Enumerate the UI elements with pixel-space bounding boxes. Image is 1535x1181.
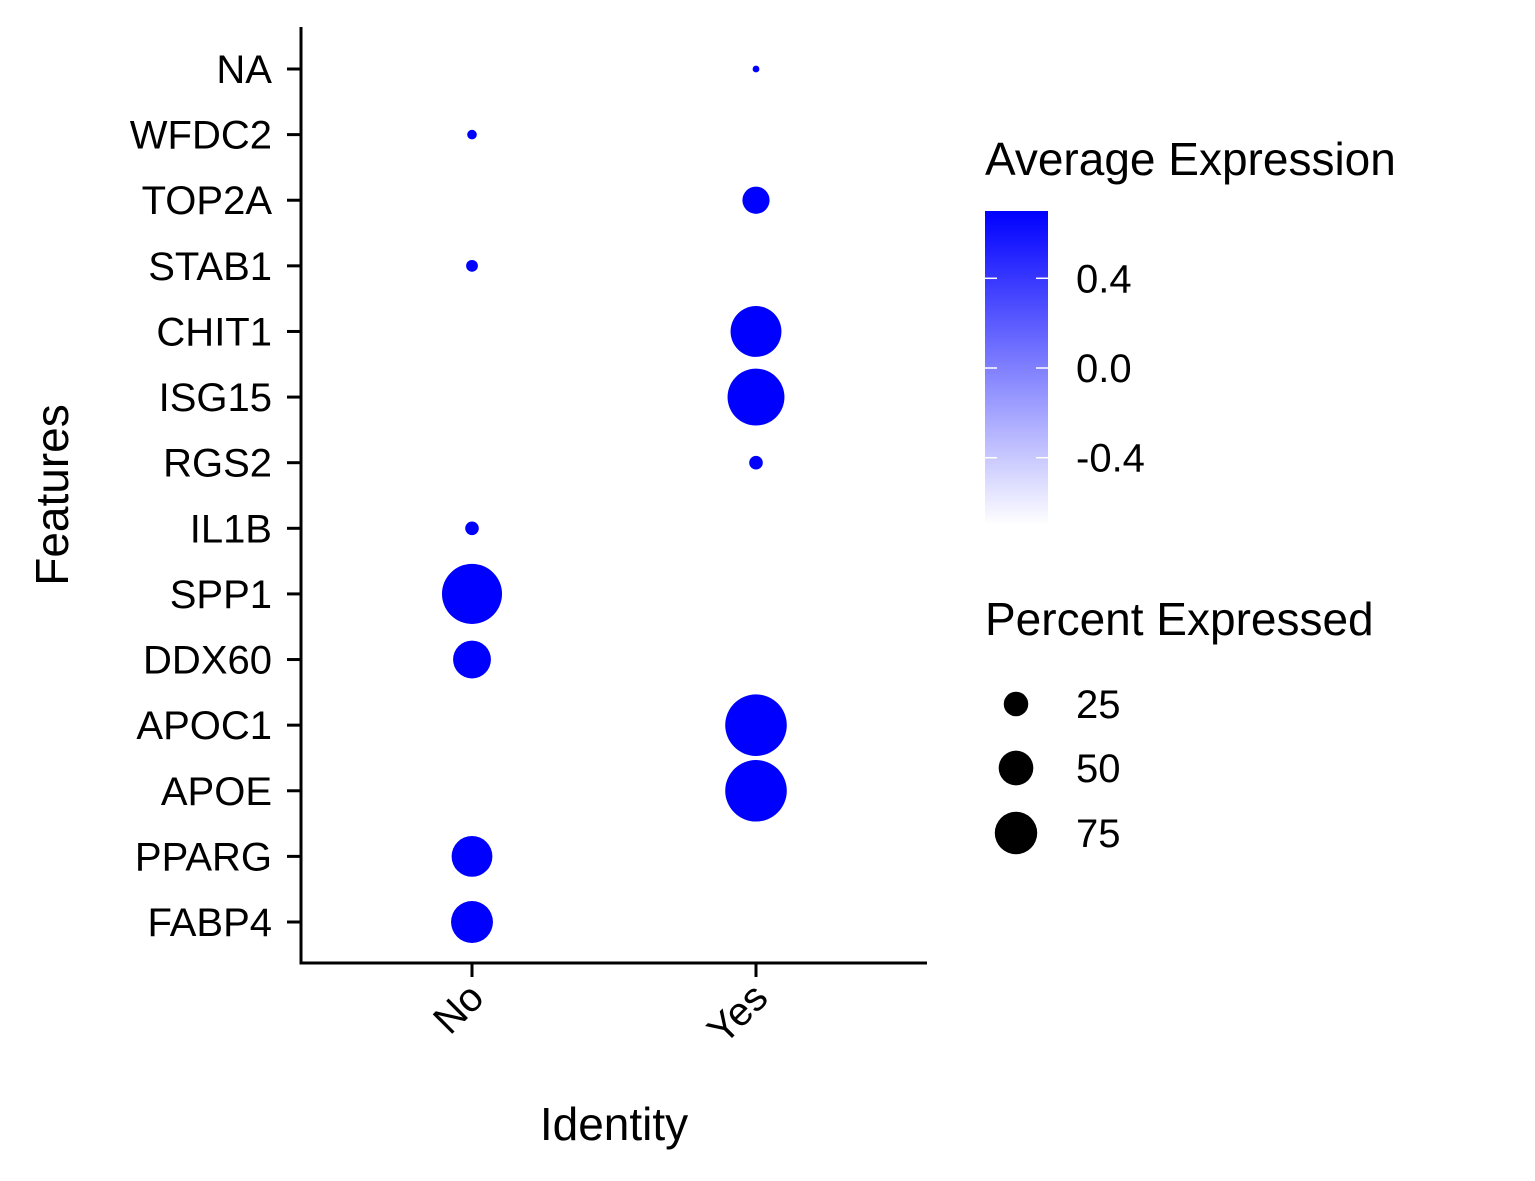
size-legend-dot — [1003, 691, 1029, 717]
y-tick-label: IL1B — [190, 507, 272, 551]
y-tick-label: PPARG — [135, 835, 272, 879]
y-tick-label: TOP2A — [142, 179, 273, 223]
color-legend: Average Expression 0.4 0.0 -0.4 — [985, 133, 1396, 525]
size-legend-label: 75 — [1076, 812, 1121, 856]
size-legend-label: 25 — [1076, 683, 1121, 727]
dot-no-fabp4 — [451, 901, 493, 943]
y-tick-label: CHIT1 — [156, 310, 272, 354]
dot-yes-top2a — [742, 186, 770, 214]
y-tick-label: APOC1 — [136, 704, 272, 748]
dot-no-stab1 — [466, 259, 478, 272]
dot-yes-isg15 — [727, 368, 785, 426]
plot-marks — [441, 65, 787, 943]
y-axis-title: Features — [26, 404, 78, 586]
dot-no-spp1 — [441, 563, 503, 624]
dot-no-wfdc2 — [467, 129, 477, 140]
size-legend: Percent Expressed 25 50 75 — [985, 593, 1374, 856]
dot-yes-apoc1 — [725, 694, 787, 756]
y-tick-label: RGS2 — [163, 442, 272, 486]
size-legend-title: Percent Expressed — [985, 593, 1374, 645]
size-legend-dot — [994, 811, 1038, 855]
y-tick-label: ISG15 — [159, 376, 272, 420]
dot-no-ddx60 — [453, 640, 491, 679]
color-legend-title: Average Expression — [985, 133, 1396, 185]
y-tick-label: DDX60 — [143, 639, 272, 683]
dot-yes-rgs2 — [749, 455, 763, 470]
color-legend-label: 0.0 — [1076, 347, 1132, 391]
y-tick-label: NA — [216, 48, 272, 92]
color-legend-label: -0.4 — [1076, 437, 1145, 481]
dot-yes-chit1 — [730, 306, 782, 357]
y-tick-label: FABP4 — [147, 901, 272, 945]
dot-yes-apoe — [725, 759, 787, 822]
x-axis: No Yes — [299, 961, 927, 1053]
y-tick-label: APOE — [161, 770, 272, 814]
color-legend-label: 0.4 — [1076, 257, 1132, 301]
dot-no-pparg — [451, 835, 493, 877]
x-axis-title: Identity — [540, 1098, 688, 1150]
x-tick-label: No — [425, 975, 492, 1042]
y-tick-label: STAB1 — [148, 245, 272, 289]
x-tick-label: Yes — [699, 975, 776, 1052]
size-legend-label: 50 — [1076, 747, 1121, 791]
size-legend-dot — [998, 750, 1034, 786]
y-axis: FABP4 PPARG APOE APOC1 DDX60 SPP1 IL1B RGS2 ISG1… — [130, 27, 303, 963]
y-tick-label: WFDC2 — [130, 114, 272, 158]
y-tick-label: SPP1 — [170, 573, 272, 617]
dot-yes-na — [752, 65, 760, 73]
dot-no-il1b — [465, 521, 479, 536]
